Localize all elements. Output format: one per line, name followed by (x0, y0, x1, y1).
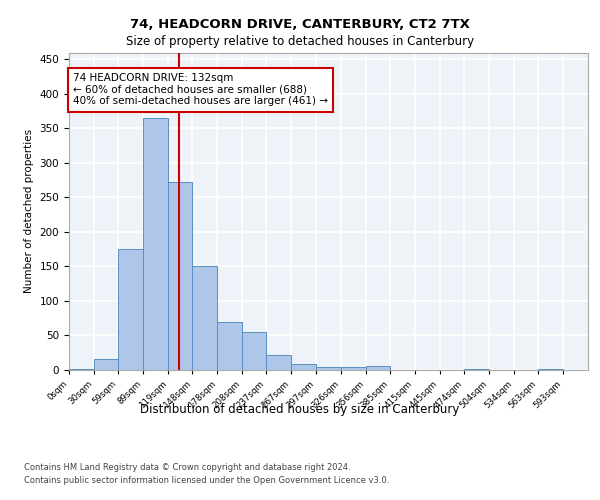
Text: Contains HM Land Registry data © Crown copyright and database right 2024.: Contains HM Land Registry data © Crown c… (24, 462, 350, 471)
Bar (292, 364, 316, 370)
Bar (365, 366, 390, 370)
Bar (118, 249, 143, 370)
Bar (316, 366, 341, 370)
Bar (217, 322, 242, 370)
Text: 74 HEADCORN DRIVE: 132sqm
← 60% of detached houses are smaller (688)
40% of semi: 74 HEADCORN DRIVE: 132sqm ← 60% of detac… (73, 73, 328, 106)
Bar (192, 266, 217, 370)
Bar (69, 368, 94, 370)
Bar (143, 118, 168, 370)
Text: Contains public sector information licensed under the Open Government Licence v3: Contains public sector information licen… (24, 476, 389, 485)
Text: Size of property relative to detached houses in Canterbury: Size of property relative to detached ho… (126, 35, 474, 48)
Bar (94, 359, 118, 370)
Text: Distribution of detached houses by size in Canterbury: Distribution of detached houses by size … (140, 402, 460, 415)
Bar (266, 355, 292, 370)
Bar (242, 332, 266, 370)
Bar (341, 366, 365, 370)
Bar (168, 182, 192, 370)
Text: 74, HEADCORN DRIVE, CANTERBURY, CT2 7TX: 74, HEADCORN DRIVE, CANTERBURY, CT2 7TX (130, 18, 470, 30)
Y-axis label: Number of detached properties: Number of detached properties (24, 129, 34, 294)
